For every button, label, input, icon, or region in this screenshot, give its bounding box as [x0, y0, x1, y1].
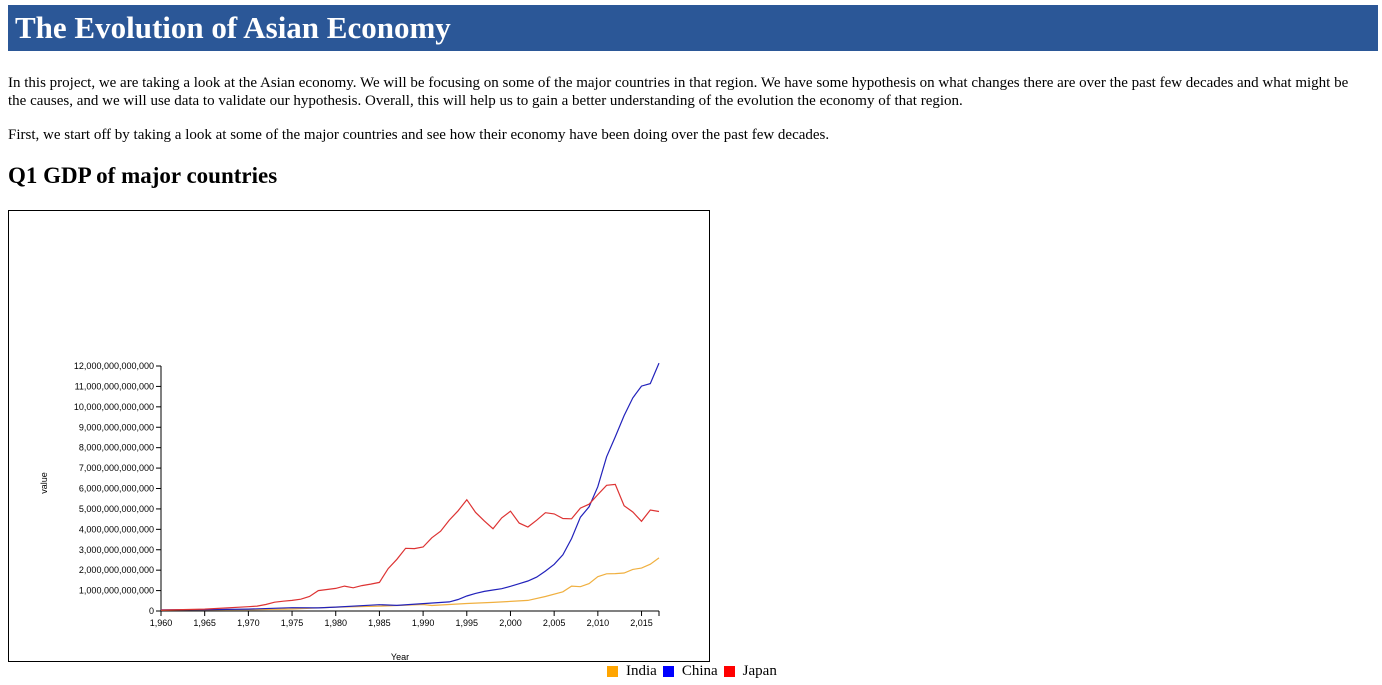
y-tick-label: 5,000,000,000,000 — [79, 504, 154, 514]
series-line-china — [160, 362, 660, 611]
y-tick-label: 6,000,000,000,000 — [79, 484, 154, 494]
legend-swatch-china — [662, 665, 674, 677]
legend-swatch-japan — [723, 665, 735, 677]
x-tick-label: 1,970 — [237, 618, 260, 628]
series-line-india — [160, 557, 660, 611]
x-tick-label: 1,965 — [193, 618, 216, 628]
gdp-line-chart: 0 1,000,000,000,000 2,000,000,000,000 3,000… — [39, 361, 660, 661]
series-line-japan — [160, 483, 660, 611]
page-title: The Evolution of Asian Economy — [8, 5, 1378, 51]
y-tick-label: 1,000,000,000,000 — [79, 586, 154, 596]
x-tick-label: 1,995 — [456, 618, 479, 628]
legend-item-india: India — [607, 662, 657, 680]
y-tick-label: 4,000,000,000,000 — [79, 524, 154, 534]
legend-item-japan: Japan — [723, 662, 777, 680]
x-tick-label: 2,005 — [543, 618, 566, 628]
legend-item-china: China — [662, 662, 718, 680]
y-tick-label: 9,000,000,000,000 — [79, 422, 154, 432]
x-tick-label: 2,015 — [630, 618, 653, 628]
x-tick-label: 1,980 — [324, 618, 347, 628]
plot-area: 0 1,000,000,000,000 2,000,000,000,000 3,000… — [39, 361, 660, 661]
y-tick-label: 8,000,000,000,000 — [79, 443, 154, 453]
legend-label-china: China — [681, 663, 718, 679]
y-tick-label: 7,000,000,000,000 — [79, 463, 154, 473]
y-tick-label: 12,000,000,000,000 — [74, 361, 154, 371]
legend-label-india: India — [626, 663, 657, 679]
y-axis-label: value — [39, 472, 49, 494]
intro-paragraph: In this project, we are taking a look at… — [8, 75, 1349, 109]
chart-legend: India China Japan — [607, 662, 783, 680]
y-tick-label: 2,000,000,000,000 — [79, 565, 154, 575]
q1-heading: Q1 GDP of major countries — [8, 163, 278, 188]
legend-label-japan: Japan — [742, 663, 777, 679]
x-tick-label: 1,985 — [368, 618, 391, 628]
x-tick-label: 1,975 — [281, 618, 304, 628]
x-tick-label: 1,960 — [150, 618, 173, 628]
legend-swatch-india — [607, 665, 618, 677]
x-tick-label: 2,010 — [587, 618, 610, 628]
y-tick-label: 3,000,000,000,000 — [79, 545, 154, 555]
y-tick-label: 11,000,000,000,000 — [75, 381, 154, 391]
gdp-chart-container: 0 1,000,000,000,000 2,000,000,000,000 3,000… — [8, 210, 710, 662]
y-tick-label: 10,000,000,000,000 — [74, 402, 154, 412]
x-axis-label: Year — [391, 652, 409, 661]
x-tick-label: 2,000 — [499, 618, 522, 628]
lead-paragraph: First, we start off by taking a look at … — [8, 127, 830, 143]
y-tick-label: 0 — [149, 606, 154, 616]
x-tick-label: 1,990 — [412, 618, 435, 628]
